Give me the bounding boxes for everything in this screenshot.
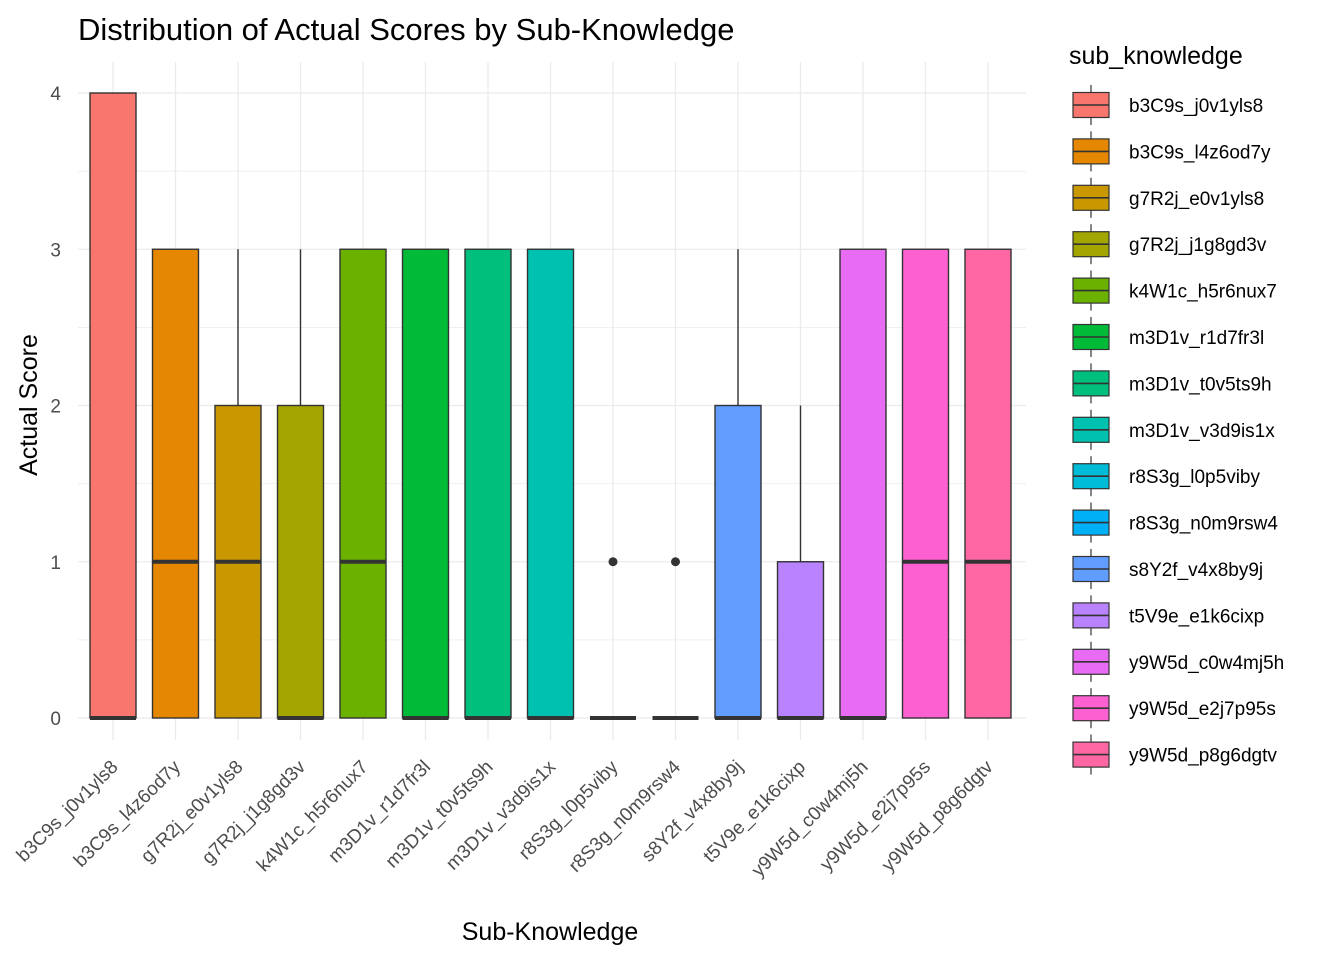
box-body <box>89 92 137 719</box>
legend-item-s8Y2f_v4x8by9j: s8Y2f_v4x8by9j <box>1072 549 1263 589</box>
legend: sub_knowledge b3C9s_j0v1yls8 b3C9s_l4z6od… <box>1069 42 1284 775</box>
y-tick-label: 3 <box>50 240 61 261</box>
legend-label: m3D1v_v3d9is1x <box>1129 421 1275 442</box>
legend-item-t5V9e_e1k6cixp: t5V9e_e1k6cixp <box>1072 595 1264 636</box>
legend-item-y9W5d_e2j7p95s: y9W5d_e2j7p95s <box>1072 688 1276 729</box>
box-body <box>276 404 325 719</box>
legend-item-r8S3g_n0m9rsw4: r8S3g_n0m9rsw4 <box>1072 502 1278 543</box>
box-b3C9s_j0v1yls8 <box>89 92 137 720</box>
legend-label: r8S3g_n0m9rsw4 <box>1129 514 1278 535</box>
box-k4W1c_h5r6nux7 <box>339 248 387 719</box>
chart-title: Distribution of Actual Scores by Sub-Kno… <box>78 12 735 47</box>
y-tick-label: 0 <box>50 709 61 730</box>
legend-item-b3C9s_j0v1yls8: b3C9s_j0v1yls8 <box>1072 85 1263 125</box>
legend-item-m3D1v_r1d7fr3l: m3D1v_r1d7fr3l <box>1072 317 1264 357</box>
box-m3D1v_t0v5ts9h <box>464 248 512 720</box>
box-s8Y2f_v4x8by9j <box>714 249 762 720</box>
box-body <box>151 248 200 719</box>
y-tick-label: 4 <box>50 84 61 105</box>
legend-label: y9W5d_e2j7p95s <box>1129 699 1276 720</box>
box-body <box>776 561 825 719</box>
legend-label: b3C9s_j0v1yls8 <box>1129 96 1263 117</box>
outlier-point <box>608 557 618 567</box>
legend-items: b3C9s_j0v1yls8 b3C9s_l4z6od7y g7R2j_e0v1yl… <box>1072 85 1284 775</box>
box-r8S3g_l0p5viby <box>590 557 636 720</box>
box-y9W5d_p8g6dgtv <box>964 248 1012 719</box>
legend-label: m3D1v_r1d7fr3l <box>1129 328 1264 349</box>
x-tick-label: b3C9s_l4z6od7y <box>70 756 185 871</box>
x-tick-label: y9W5d_e2j7p95s <box>816 757 935 876</box>
legend-item-g7R2j_j1g8gd3v: g7R2j_j1g8gd3v <box>1072 224 1267 265</box>
legend-label: y9W5d_p8g6dgtv <box>1129 746 1277 767</box>
legend-label: g7R2j_e0v1yls8 <box>1129 189 1264 210</box>
legend-item-k4W1c_h5r6nux7: k4W1c_h5r6nux7 <box>1072 270 1277 311</box>
legend-item-y9W5d_c0w4mj5h: y9W5d_c0w4mj5h <box>1072 641 1284 682</box>
y-tick-label: 1 <box>50 553 61 574</box>
legend-label: y9W5d_c0w4mj5h <box>1129 653 1284 674</box>
box-body <box>401 248 450 719</box>
box-body <box>964 248 1012 719</box>
box-g7R2j_e0v1yls8 <box>214 249 262 719</box>
legend-item-r8S3g_l0p5viby: r8S3g_l0p5viby <box>1072 456 1260 497</box>
box-y9W5d_c0w4mj5h <box>839 248 887 720</box>
x-tick-label: m3D1v_t0v5ts9h <box>382 757 498 873</box>
x-tick-label: m3D1v_v3d9is1x <box>442 756 560 874</box>
box-r8S3g_n0m9rsw4 <box>652 557 699 720</box>
legend-item-b3C9s_l4z6od7y: b3C9s_l4z6od7y <box>1072 131 1271 172</box>
y-tick-label: 2 <box>50 397 61 418</box>
box-y9W5d_e2j7p95s <box>901 248 950 719</box>
legend-label: k4W1c_h5r6nux7 <box>1129 282 1277 303</box>
box-body <box>714 404 762 719</box>
box-m3D1v_v3d9is1x <box>526 248 575 720</box>
y-axis-title: Actual Score <box>15 334 43 476</box>
y-tick-labels: 0 1 2 3 4 <box>50 84 61 730</box>
legend-item-m3D1v_v3d9is1x: m3D1v_v3d9is1x <box>1072 409 1275 450</box>
box-body <box>526 248 575 719</box>
box-g7R2j_j1g8gd3v <box>276 249 325 720</box>
box-m3D1v_r1d7fr3l <box>401 248 450 720</box>
x-tick-label: k4W1c_h5r6nux7 <box>253 757 372 876</box>
legend-label: r8S3g_l0p5viby <box>1129 467 1260 488</box>
legend-label: m3D1v_t0v5ts9h <box>1129 374 1272 395</box>
legend-item-y9W5d_p8g6dgtv: y9W5d_p8g6dgtv <box>1072 734 1277 775</box>
x-tick-label: y9W5d_p8g6dgtv <box>878 756 998 876</box>
legend-label: g7R2j_j1g8gd3v <box>1129 235 1267 256</box>
x-tick-label: r8S3g_n0m9rsw4 <box>565 756 685 876</box>
box-body <box>839 248 887 719</box>
legend-label: b3C9s_l4z6od7y <box>1129 142 1271 163</box>
outlier-point <box>671 557 680 567</box>
legend-label: t5V9e_e1k6cixp <box>1129 606 1264 627</box>
x-tick-label: y9W5d_c0w4mj5h <box>748 757 873 882</box>
box-body <box>339 248 387 719</box>
legend-item-m3D1v_t0v5ts9h: m3D1v_t0v5ts9h <box>1072 363 1272 404</box>
x-axis-title: Sub-Knowledge <box>462 918 639 946</box>
box-t5V9e_e1k6cixp <box>776 405 825 720</box>
box-body <box>464 248 512 719</box>
box-body <box>901 248 950 719</box>
boxes-layer <box>89 92 1012 720</box>
legend-label: s8Y2f_v4x8by9j <box>1129 560 1263 581</box>
legend-item-g7R2j_e0v1yls8: g7R2j_e0v1yls8 <box>1072 177 1264 218</box>
box-b3C9s_l4z6od7y <box>151 248 200 719</box>
legend-title: sub_knowledge <box>1069 42 1243 70</box>
x-tick-labels: b3C9s_j0v1yls8b3C9s_l4z6od7yg7R2j_e0v1yl… <box>13 756 998 881</box>
